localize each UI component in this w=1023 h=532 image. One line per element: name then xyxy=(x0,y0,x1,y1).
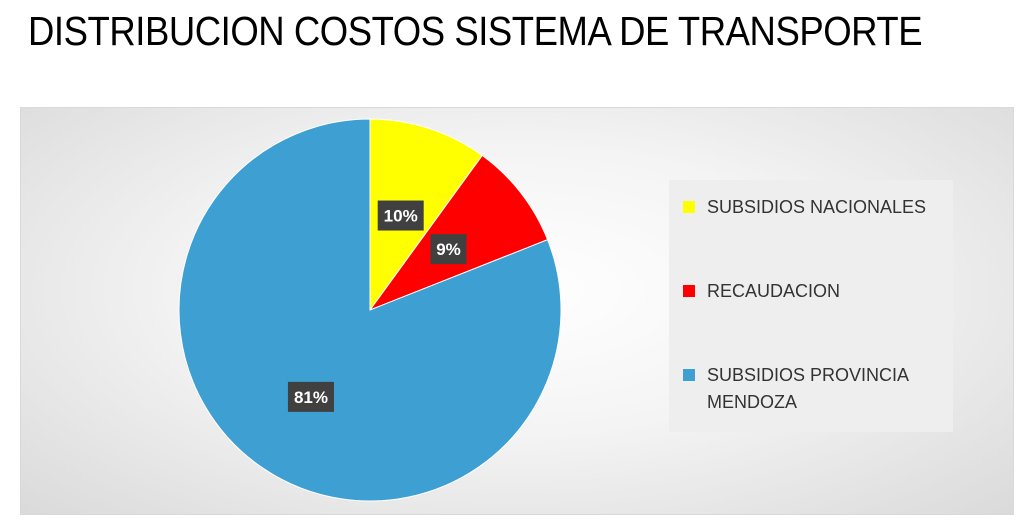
legend-label: RECAUDACION xyxy=(707,281,841,301)
data-label: 9% xyxy=(436,240,461,259)
legend-label: SUBSIDIOS NACIONALES xyxy=(707,197,927,217)
data-label: 81% xyxy=(294,388,328,407)
chart-title: DISTRIBUCION COSTOS SISTEMA DE TRANSPORT… xyxy=(28,8,923,54)
data-label-group: 9% xyxy=(430,234,467,265)
legend-item-subsidios-provincia: SUBSIDIOS PROVINCIA MENDOZA xyxy=(683,362,943,416)
data-label-group: 10% xyxy=(377,200,424,231)
data-label-box xyxy=(377,200,424,231)
data-label-group: 81% xyxy=(287,381,334,412)
pie-chart: 10% 9% 81% xyxy=(178,118,562,502)
data-label: 10% xyxy=(384,207,418,226)
chart-area: 10% 9% 81% SUBSIDIOS NACIONALES RECAUDACIO… xyxy=(20,107,1014,515)
legend-swatch-blue xyxy=(683,369,695,381)
legend-item-recaudacion: RECAUDACION xyxy=(683,278,943,305)
legend-item-subsidios-nacionales: SUBSIDIOS NACIONALES xyxy=(683,194,943,221)
legend: SUBSIDIOS NACIONALES RECAUDACION SUBSIDI… xyxy=(669,180,953,432)
data-label-box xyxy=(430,234,467,265)
pie-slice-subsidios-nacionales xyxy=(369,118,483,312)
legend-label: SUBSIDIOS PROVINCIA MENDOZA xyxy=(707,365,909,412)
legend-swatch-yellow xyxy=(683,201,695,213)
pie-slice-recaudacion xyxy=(368,154,549,312)
legend-swatch-red xyxy=(683,285,695,297)
pie-slice-subsidios-provincia-mendoza xyxy=(178,118,562,502)
data-label-box xyxy=(287,381,334,412)
